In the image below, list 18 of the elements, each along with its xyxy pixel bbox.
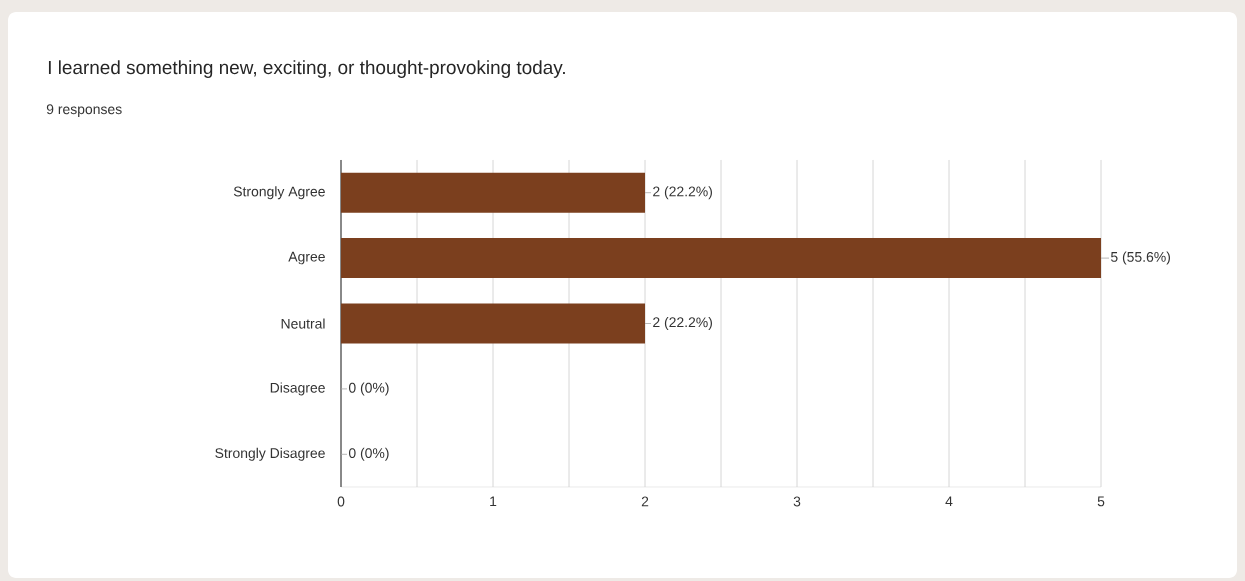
text: 9 responses xyxy=(46,104,122,117)
y-tick-label: Strongly Disagree xyxy=(215,447,325,461)
x-tick-label: 3 xyxy=(793,496,801,507)
y-tick-label: Agree xyxy=(288,251,325,265)
x-tick-label: 4 xyxy=(945,496,953,507)
data-label: 0 (0%) xyxy=(348,447,389,461)
x-tick-label: 1 xyxy=(490,496,497,507)
x-tick-label: 0 xyxy=(337,496,345,507)
y-tick-label: Strongly Agree xyxy=(233,186,325,200)
data-label: 2 (22.2%) xyxy=(653,186,712,200)
x-tick-label: 2 xyxy=(641,496,649,507)
y-tick-label: Disagree xyxy=(270,382,325,396)
chart-title: I learned something new, exciting, or thought-provoking today. xyxy=(48,60,565,78)
data-label: 5 (55.6%) xyxy=(1110,251,1170,265)
y-tick-label: Neutral xyxy=(281,318,325,329)
data-label: 0 (0%) xyxy=(348,382,389,396)
data-label: 2 (22.2%) xyxy=(653,317,712,330)
x-tick-label: 5 xyxy=(1097,496,1105,507)
